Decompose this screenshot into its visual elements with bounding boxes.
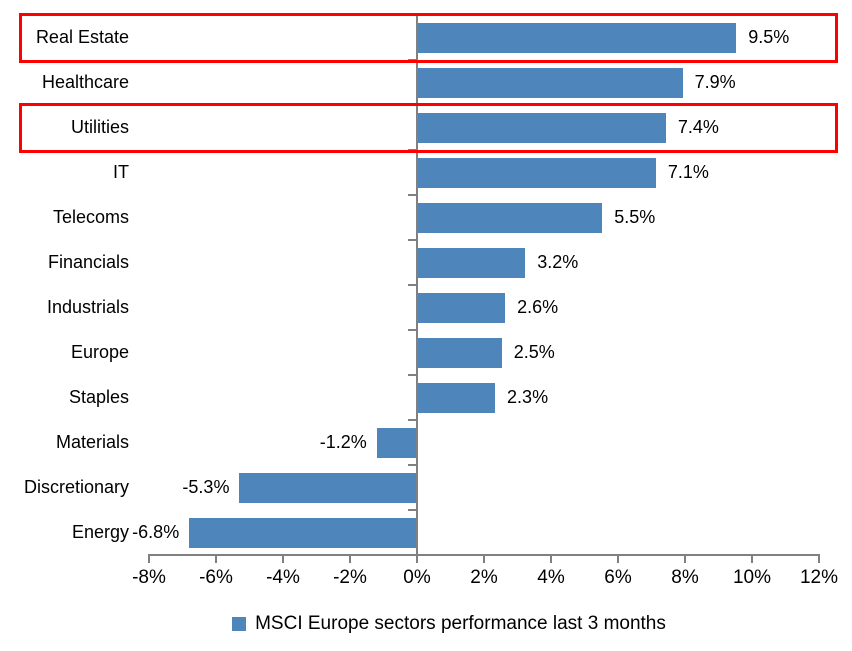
x-axis-tick [818, 555, 820, 563]
x-axis-tick [148, 555, 150, 563]
category-axis-tick [408, 284, 418, 286]
x-axis-tick-label: 12% [799, 567, 839, 588]
x-axis-tick [282, 555, 284, 563]
bar-value-label: 2.3% [507, 387, 549, 407]
category-label: Healthcare [41, 72, 129, 92]
bar [418, 112, 666, 143]
x-axis-tick-label: -4% [266, 567, 300, 588]
bar [189, 517, 417, 548]
category-label: Discretionary [23, 477, 129, 497]
category-axis-tick [408, 194, 418, 196]
bar [418, 202, 603, 233]
bar-value-label: 2.6% [517, 297, 559, 317]
bar-value-label: -5.3% [182, 477, 230, 497]
category-label: Europe [70, 342, 129, 362]
bar-value-label: 2.5% [513, 342, 555, 362]
x-axis-tick [751, 555, 753, 563]
x-axis-tick [215, 555, 217, 563]
x-axis-line [148, 554, 820, 556]
x-axis-tick-label: -6% [199, 567, 233, 588]
bar-value-label: 7.1% [667, 162, 709, 182]
bar-value-label: -1.2% [319, 432, 367, 452]
category-label: Energy [71, 522, 129, 542]
x-axis-tick-label: 10% [732, 567, 772, 588]
bar-value-label: 7.4% [677, 117, 719, 137]
category-label: Staples [68, 387, 129, 407]
bar-value-label: 5.5% [614, 207, 656, 227]
bar-value-label: 9.5% [748, 27, 790, 47]
bar [418, 292, 506, 323]
x-axis-tick-label: -8% [132, 567, 166, 588]
category-axis-tick [408, 374, 418, 376]
bar [418, 382, 496, 413]
x-axis-tick [684, 555, 686, 563]
legend-marker-icon [232, 617, 247, 631]
bar [418, 157, 656, 188]
x-axis-tick-label: 6% [604, 567, 632, 588]
x-axis-tick-label: -2% [333, 567, 367, 588]
category-axis-tick [408, 239, 418, 241]
category-label: Financials [47, 252, 129, 272]
x-axis-tick [550, 555, 552, 563]
category-label: Industrials [46, 297, 129, 317]
x-axis-tick [483, 555, 485, 563]
x-axis-tick [349, 555, 351, 563]
x-axis-tick-label: 0% [403, 567, 431, 588]
category-axis-tick [408, 509, 418, 511]
x-axis-tick-label: 8% [671, 567, 699, 588]
bar [418, 22, 737, 53]
category-label: Real Estate [35, 27, 129, 47]
category-axis-tick [408, 329, 418, 331]
category-label: IT [113, 162, 129, 182]
category-label: Materials [55, 432, 129, 452]
category-axis-tick [408, 419, 418, 421]
x-axis-tick-label: 2% [470, 567, 498, 588]
category-label: Utilities [70, 117, 129, 137]
bar [418, 247, 526, 278]
bar [239, 472, 417, 503]
bar-value-label: -6.8% [132, 522, 180, 542]
bar [376, 427, 417, 458]
legend-label: MSCI Europe sectors performance last 3 m… [255, 613, 666, 634]
legend: MSCI Europe sectors performance last 3 m… [0, 611, 852, 637]
y-axis-line [416, 15, 418, 563]
category-axis-tick [408, 464, 418, 466]
bar [418, 337, 502, 368]
x-axis-tick-label: 4% [537, 567, 565, 588]
bar [418, 67, 683, 98]
bar-value-label: 3.2% [537, 252, 579, 272]
bar-value-label: 7.9% [694, 72, 736, 92]
x-axis-tick [617, 555, 619, 563]
category-label: Telecoms [52, 207, 129, 227]
